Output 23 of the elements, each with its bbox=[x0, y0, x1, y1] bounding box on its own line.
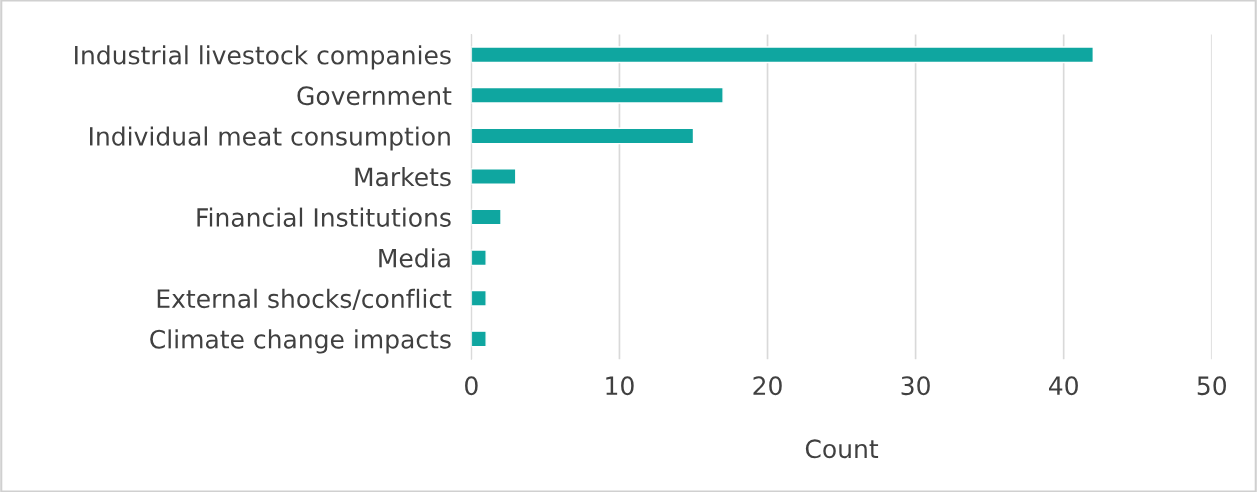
x-tick-label: 50 bbox=[1197, 376, 1226, 396]
y-tick-label: Government bbox=[297, 86, 452, 106]
bar bbox=[471, 249, 487, 267]
x-tick-label: 0 bbox=[465, 376, 478, 396]
bar bbox=[471, 168, 517, 185]
bar bbox=[471, 127, 695, 145]
x-tick-label: 30 bbox=[901, 376, 930, 396]
bar bbox=[471, 86, 724, 104]
x-tick-label: 20 bbox=[753, 376, 782, 396]
x-axis-title: Count bbox=[805, 439, 879, 459]
y-tick-label: Industrial livestock companies bbox=[75, 45, 451, 70]
x-tick-label: 40 bbox=[1048, 376, 1078, 396]
y-tick-label: Media bbox=[379, 248, 450, 268]
bar bbox=[471, 289, 487, 307]
bar bbox=[471, 46, 1094, 64]
x-tick-label: 10 bbox=[606, 376, 634, 396]
y-tick-label: External shocks/conflict bbox=[157, 288, 452, 311]
y-tick-label: Climate change impacts bbox=[150, 329, 451, 354]
y-tick-label: Financial Institutions bbox=[197, 207, 451, 227]
y-tick-label: Individual meat consumption bbox=[90, 126, 450, 151]
y-tick-label: Markets bbox=[355, 167, 451, 187]
bar bbox=[471, 208, 502, 226]
bar bbox=[471, 330, 487, 348]
